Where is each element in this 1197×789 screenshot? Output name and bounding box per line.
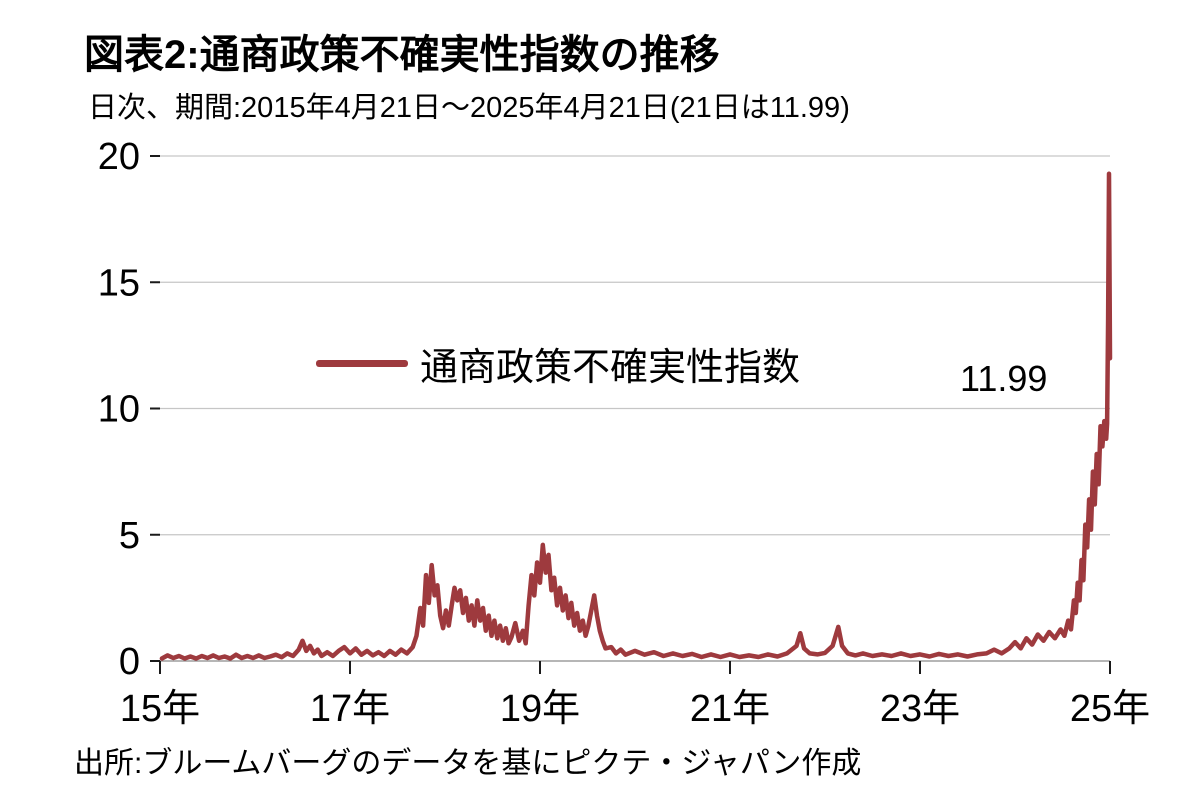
x-tick-label: 15年	[120, 688, 200, 730]
figure-subtitle: 日次、期間:2015年4月21日〜2025年4月21日(21日は11.99)	[88, 92, 850, 124]
y-tick-label: 10	[98, 389, 140, 431]
legend-line-swatch	[316, 360, 408, 367]
line-chart: 0 5 10 15 20 15年 17年 19年 21年 23年 25年	[98, 136, 1150, 730]
y-tick-label: 15	[98, 262, 140, 304]
chart-legend: 通商政策不確実性指数	[316, 336, 800, 391]
y-tick-label: 5	[119, 515, 140, 557]
x-tick-label: 25年	[1070, 688, 1150, 730]
figure-title: 図表2:通商政策不確実性指数の推移	[84, 33, 720, 77]
latest-value-annotation: 11.99	[960, 358, 1048, 399]
y-tick-label: 20	[98, 136, 140, 178]
x-tick-label: 23年	[880, 688, 960, 730]
x-tick-label: 21年	[690, 688, 770, 730]
x-tick-label: 19年	[500, 688, 580, 730]
x-tick-label: 17年	[310, 688, 390, 730]
series-line	[159, 171, 1113, 661]
y-tick-label: 0	[119, 641, 140, 683]
legend-label: 通商政策不確実性指数	[420, 347, 801, 389]
source-note: 出所:ブルームバーグのデータを基にピクテ・ジャパン作成	[74, 747, 862, 780]
